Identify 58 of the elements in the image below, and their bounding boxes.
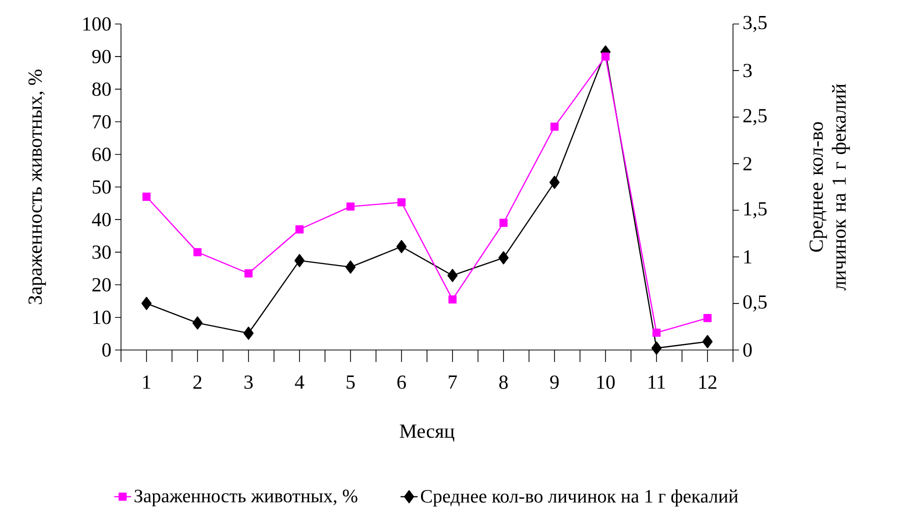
point [397,198,406,206]
y2-tick-label: 3,5 [743,16,767,32]
x-axis-title: Месяц [400,424,454,442]
point [193,248,202,256]
x-tick-label: 8 [499,376,508,389]
y-tick-label: 20 [92,278,111,292]
x-tick-label: 11 [648,376,665,389]
point [498,251,509,264]
y-tick-label: 30 [92,245,111,259]
x-tick-label: 4 [294,376,304,389]
point [192,316,203,330]
y-tick-label: 100 [83,17,111,31]
x-tick-label: 10 [597,376,615,389]
y-tick-label: 80 [92,82,111,96]
x-tick-label: 9 [550,376,559,389]
x-tick-label: 6 [397,376,406,389]
y-tick-label: 70 [92,115,111,128]
point [396,240,407,254]
y2-tick-label: 2 [743,157,752,170]
point [652,328,661,337]
point [142,192,151,201]
x-tick-label: 12 [699,376,716,389]
point [549,176,560,189]
point [294,254,305,268]
x-tick-label: 5 [346,376,355,389]
point [295,225,304,234]
point [601,52,610,61]
y-tick-label: 0 [102,343,111,357]
point [447,268,458,282]
y-tick-label: 50 [92,180,111,194]
y2-tick-label: 1 [744,250,752,264]
point [141,296,152,310]
y-axis-title: Зараженность животных, % [28,70,46,304]
point [345,260,356,274]
point [243,326,254,340]
y2-tick-label: 3 [743,64,752,78]
point [550,122,559,131]
point [703,314,712,322]
x-tick-label: 1 [143,376,150,389]
x-tick-label: 2 [193,376,202,389]
y-tick-label: 60 [92,148,111,162]
y2-tick-label: 1,5 [744,202,767,218]
point [244,269,253,278]
y2-tick-label: 0,5 [743,295,767,312]
y-tick-label: 40 [92,212,111,226]
y-tick-label: 10 [93,310,111,324]
y2-tick-label: 0 [743,343,752,357]
point [346,202,355,211]
y-tick-label: 90 [92,50,111,64]
point [448,295,457,304]
point [702,335,713,348]
y2-tick-label: 2,5 [743,109,767,126]
legend-label: Среднее кол-во личинок на 1 г фекалий [420,489,738,507]
x-tick-label: 3 [244,376,253,389]
y2-axis-title: Среднее кол-во личинок на 1 г фекалий [810,84,850,290]
point [499,218,508,227]
x-tick-label: 7 [448,376,457,389]
legend-label: Зараженность животных, % [134,490,358,506]
